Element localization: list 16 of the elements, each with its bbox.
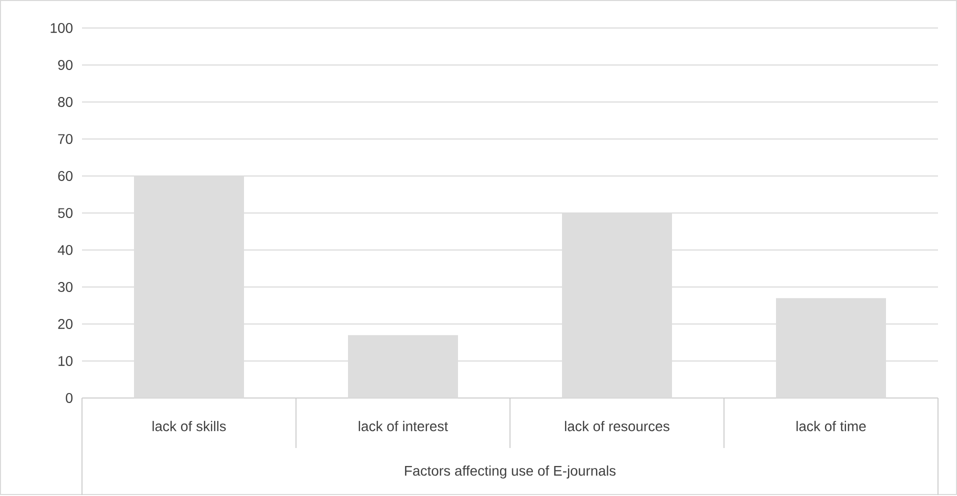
y-tick-label: 0 (66, 393, 73, 404)
y-tick-label: 30 (58, 282, 73, 292)
y-tick-label: 40 (58, 245, 73, 256)
x-axis-title: Factors affecting use of E-journals (405, 466, 616, 479)
x-tick-label: lack of interest (358, 421, 448, 432)
y-tick-label: 20 (58, 319, 73, 330)
y-tick-label: 70 (58, 134, 73, 144)
y-tick-label: 50 (58, 208, 73, 218)
y-tick-label: 80 (58, 97, 73, 108)
x-tick-label: lack of time (796, 421, 866, 432)
y-tick-label: 100 (50, 23, 73, 34)
y-tick-label: 60 (58, 171, 73, 182)
y-tick-label: 90 (58, 60, 73, 70)
x-tick-label: lack of resources (565, 421, 670, 432)
x-tick-label: lack of skills (152, 421, 226, 432)
y-tick-label: 10 (58, 356, 73, 366)
